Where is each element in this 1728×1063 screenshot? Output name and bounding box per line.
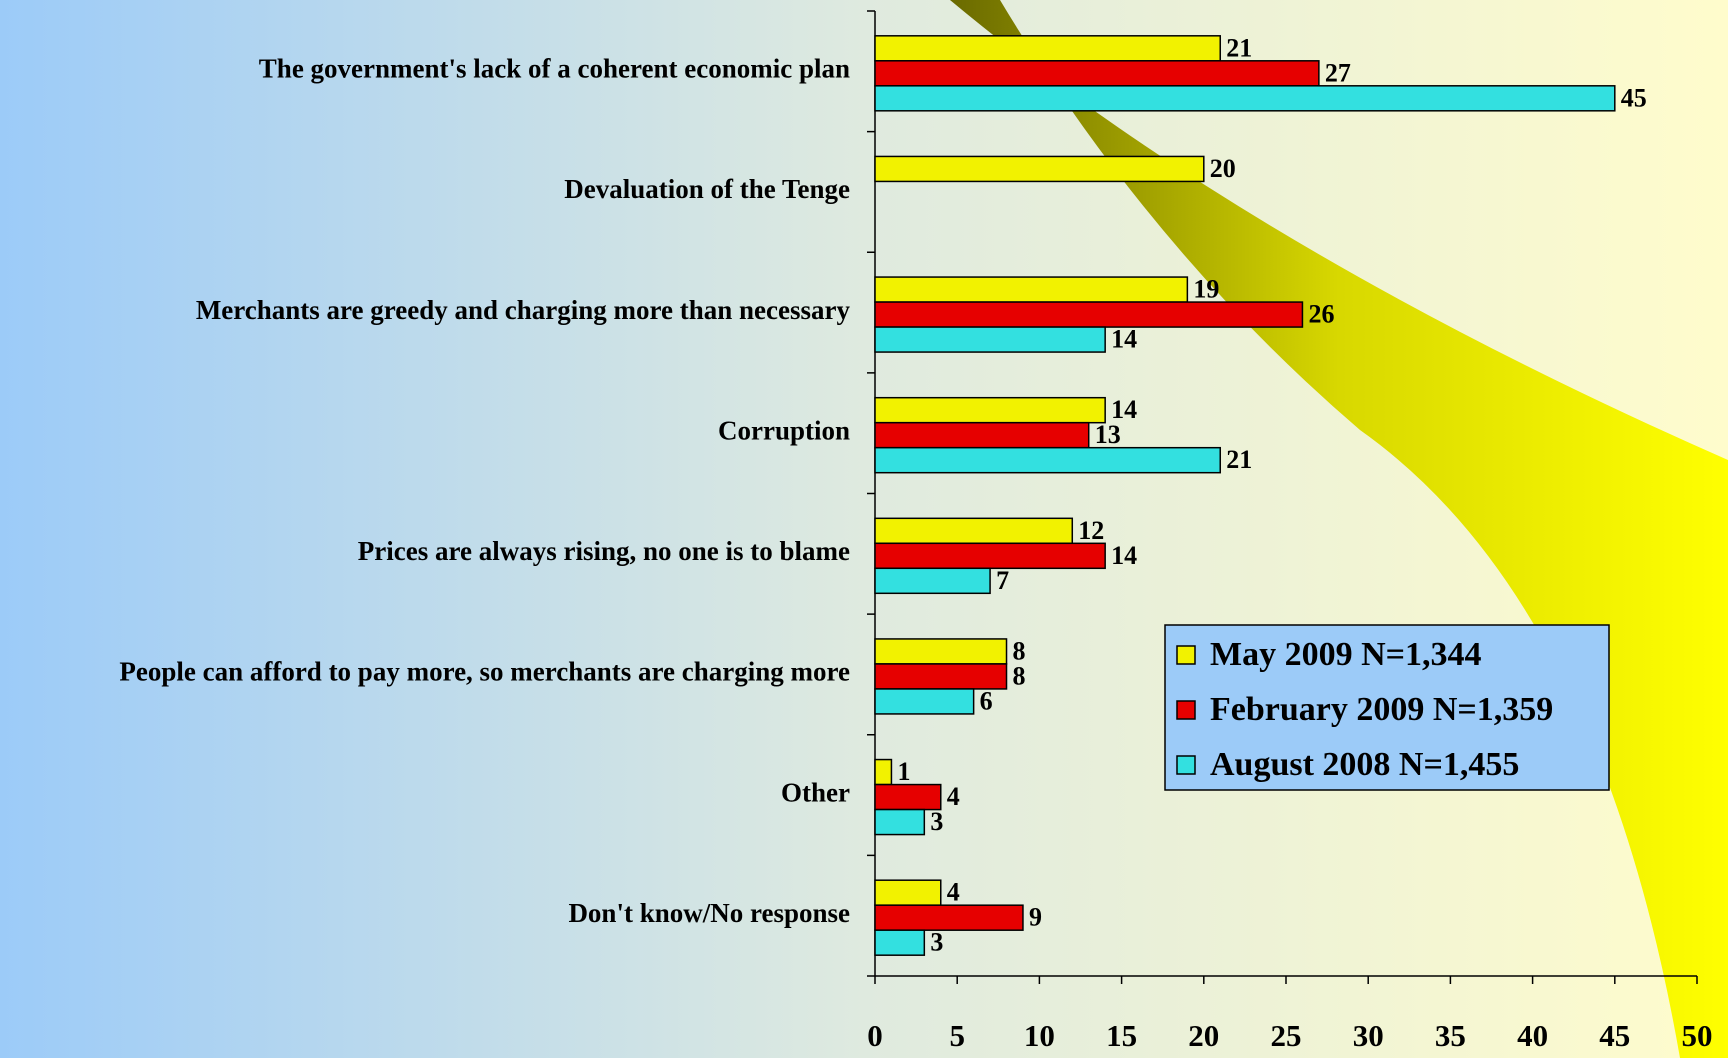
x-tick-label: 0 xyxy=(867,1018,883,1053)
bar xyxy=(875,423,1089,448)
value-label: 8 xyxy=(1013,661,1026,690)
value-label: 9 xyxy=(1029,903,1042,932)
bar xyxy=(875,930,924,955)
category-label: Devaluation of the Tenge xyxy=(564,174,850,204)
category-label: Prices are always rising, no one is to b… xyxy=(358,536,850,566)
bar xyxy=(875,785,941,810)
bar xyxy=(875,760,891,785)
x-tick-label: 35 xyxy=(1435,1018,1466,1053)
category-label: The government's lack of a coherent econ… xyxy=(259,54,850,84)
value-label: 4 xyxy=(947,878,960,907)
bar xyxy=(875,689,974,714)
x-tick-label: 10 xyxy=(1024,1018,1055,1053)
category-label: Merchants are greedy and charging more t… xyxy=(196,295,851,325)
bar xyxy=(875,810,924,835)
legend-swatch xyxy=(1177,701,1195,719)
legend-label: August 2008 N=1,455 xyxy=(1210,746,1519,783)
value-label: 14 xyxy=(1111,325,1137,354)
bar xyxy=(875,568,990,593)
bar xyxy=(875,36,1220,61)
value-label: 4 xyxy=(947,782,960,811)
category-label: People can afford to pay more, so mercha… xyxy=(119,657,850,687)
bar xyxy=(875,302,1302,327)
x-tick-label: 45 xyxy=(1599,1018,1630,1053)
value-label: 13 xyxy=(1095,420,1121,449)
bar xyxy=(875,398,1105,423)
legend-label: May 2009 N=1,344 xyxy=(1210,636,1482,673)
bar xyxy=(875,905,1023,930)
value-label: 20 xyxy=(1210,154,1236,183)
bar xyxy=(875,880,941,905)
value-label: 19 xyxy=(1193,275,1219,304)
value-label: 1 xyxy=(897,757,910,786)
value-label: 27 xyxy=(1325,58,1351,87)
bar xyxy=(875,277,1187,302)
category-label: Corruption xyxy=(718,415,850,445)
bar xyxy=(875,664,1007,689)
legend-swatch xyxy=(1177,756,1195,774)
x-tick-label: 20 xyxy=(1188,1018,1219,1053)
x-tick-label: 5 xyxy=(949,1018,965,1053)
value-label: 3 xyxy=(930,807,943,836)
bar xyxy=(875,86,1615,111)
x-tick-label: 40 xyxy=(1517,1018,1548,1053)
value-label: 21 xyxy=(1226,445,1252,474)
x-tick-label: 30 xyxy=(1353,1018,1384,1053)
legend-label: February 2009 N=1,359 xyxy=(1210,691,1553,728)
value-label: 3 xyxy=(930,928,943,957)
value-label: 26 xyxy=(1308,300,1334,329)
bar xyxy=(875,518,1072,543)
x-tick-label: 50 xyxy=(1682,1018,1713,1053)
value-label: 45 xyxy=(1621,83,1647,112)
value-label: 7 xyxy=(996,566,1009,595)
value-label: 14 xyxy=(1111,541,1137,570)
bar xyxy=(875,543,1105,568)
category-label: Other xyxy=(781,777,850,807)
legend-swatch xyxy=(1177,646,1195,664)
value-label: 21 xyxy=(1226,33,1252,62)
bar xyxy=(875,156,1204,181)
category-label: Don't know/No response xyxy=(568,898,850,928)
bar xyxy=(875,327,1105,352)
page: {"chart_data": {"type": "bar", "orientat… xyxy=(0,0,1728,1058)
bar xyxy=(875,61,1319,86)
chart: 0 5 10 15 20 25 30 35 40 45 50 The government's lac… xyxy=(0,0,1728,1058)
x-tick-label: 25 xyxy=(1271,1018,1302,1053)
bar xyxy=(875,448,1220,473)
value-label: 6 xyxy=(980,686,993,715)
bar xyxy=(875,639,1007,664)
value-label: 12 xyxy=(1078,516,1104,545)
x-tick-label: 15 xyxy=(1106,1018,1137,1053)
